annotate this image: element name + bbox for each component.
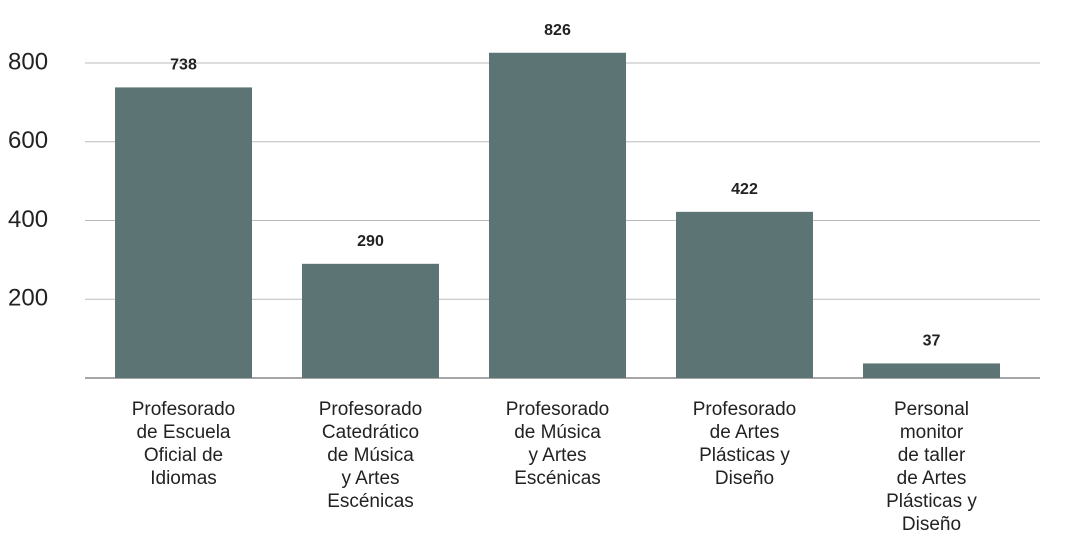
bar — [115, 87, 252, 378]
bar — [489, 52, 626, 378]
y-tick-label: 800 — [8, 48, 48, 75]
bar — [302, 263, 439, 378]
x-tick-label: Profesorado de Música y Artes Escénicas — [505, 399, 610, 489]
value-label: 422 — [731, 181, 758, 198]
x-tick-label: Profesorado Catedrático de Música y Arte… — [318, 399, 423, 512]
value-label: 826 — [544, 22, 571, 39]
y-tick-label: 600 — [8, 127, 48, 154]
x-tick-label: Personal monitor de taller de Artes Plás… — [886, 399, 977, 535]
value-label: 290 — [357, 233, 384, 250]
bar — [676, 211, 813, 378]
x-tick-label: Profesorado de Artes Plásticas y Diseño — [692, 399, 797, 489]
x-tick-label: Profesorado de Escuela Oficial de Idioma… — [131, 399, 236, 489]
bar — [863, 363, 1000, 378]
value-label: 37 — [923, 333, 941, 350]
value-label: 738 — [170, 57, 197, 74]
y-tick-label: 200 — [8, 285, 48, 312]
y-tick-label: 400 — [8, 206, 48, 233]
